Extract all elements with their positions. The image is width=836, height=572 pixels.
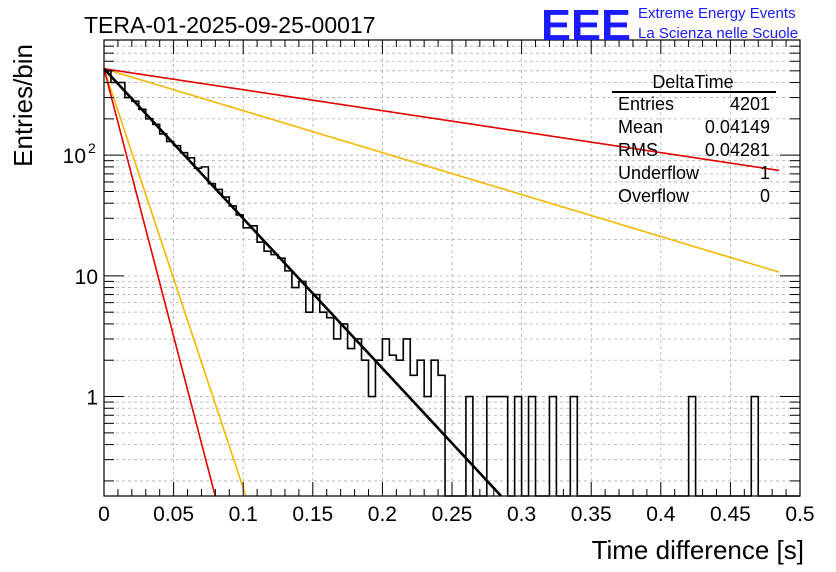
stats-value: 0.04149 [705, 117, 770, 137]
x-tick-label: 0.5 [785, 503, 814, 526]
stats-value: 0.04281 [705, 140, 770, 160]
x-tick-label: 0 [98, 503, 110, 526]
x-axis-label: Time difference [s] [592, 535, 804, 565]
y-tick-label: 1 [86, 387, 98, 410]
x-tick-label: 0.25 [432, 503, 473, 526]
stats-label: Mean [618, 117, 663, 137]
stats-title: DeltaTime [652, 72, 733, 92]
x-tick-label: 0.05 [153, 503, 194, 526]
stats-box: DeltaTime Entries 4201 Mean 0.04149 RMS 0.042… [612, 72, 776, 206]
eee-logo-mark: EEE [541, 1, 631, 50]
y-tick-label: 10 [63, 145, 86, 168]
eee-logo: EEE Extreme Energy Events La Scienza nel… [541, 1, 798, 50]
logo-line-2: La Scienza nelle Scuole [638, 25, 798, 42]
fit-curves [103, 67, 503, 497]
x-tick-label: 0.1 [229, 503, 258, 526]
axis-ticks [103, 39, 801, 496]
y-tick-label-exponent: 2 [88, 140, 96, 156]
x-tick-label: 0.4 [646, 503, 676, 526]
stats-value: 0 [760, 186, 770, 206]
stats-label: RMS [618, 140, 658, 160]
x-tick-label: 0.2 [368, 503, 397, 526]
y-axis-label: Entries/bin [8, 44, 38, 167]
x-tick-labels: 0 0.05 0.1 0.15 0.2 0.25 0.3 0.35 0.4 0.45 0.5 [98, 503, 814, 526]
curve-fast-orange [103, 68, 247, 497]
curve-slow-red [103, 67, 780, 172]
stats-value: 1 [760, 163, 770, 183]
stats-value: 4201 [730, 94, 770, 114]
x-tick-label: 0.15 [292, 503, 333, 526]
logo-line-1: Extreme Energy Events [638, 5, 796, 22]
x-tick-label: 0.3 [507, 503, 536, 526]
curve-fit [103, 67, 503, 497]
chart-title: TERA-01-2025-09-25-00017 [84, 12, 376, 38]
stats-rows: Entries 4201 Mean 0.04149 RMS 0.04281Underflo… [618, 94, 770, 206]
stats-label: Overflow [618, 186, 690, 206]
y-tick-label: 10 [75, 266, 98, 289]
stats-label: Entries [618, 94, 674, 114]
curve-fast-red [103, 68, 216, 497]
x-tick-label: 0.45 [710, 503, 751, 526]
x-tick-label: 0.35 [571, 503, 612, 526]
curve-slow-orange [103, 67, 780, 273]
model-curves [103, 67, 780, 497]
stats-label: Underflow [618, 163, 700, 183]
